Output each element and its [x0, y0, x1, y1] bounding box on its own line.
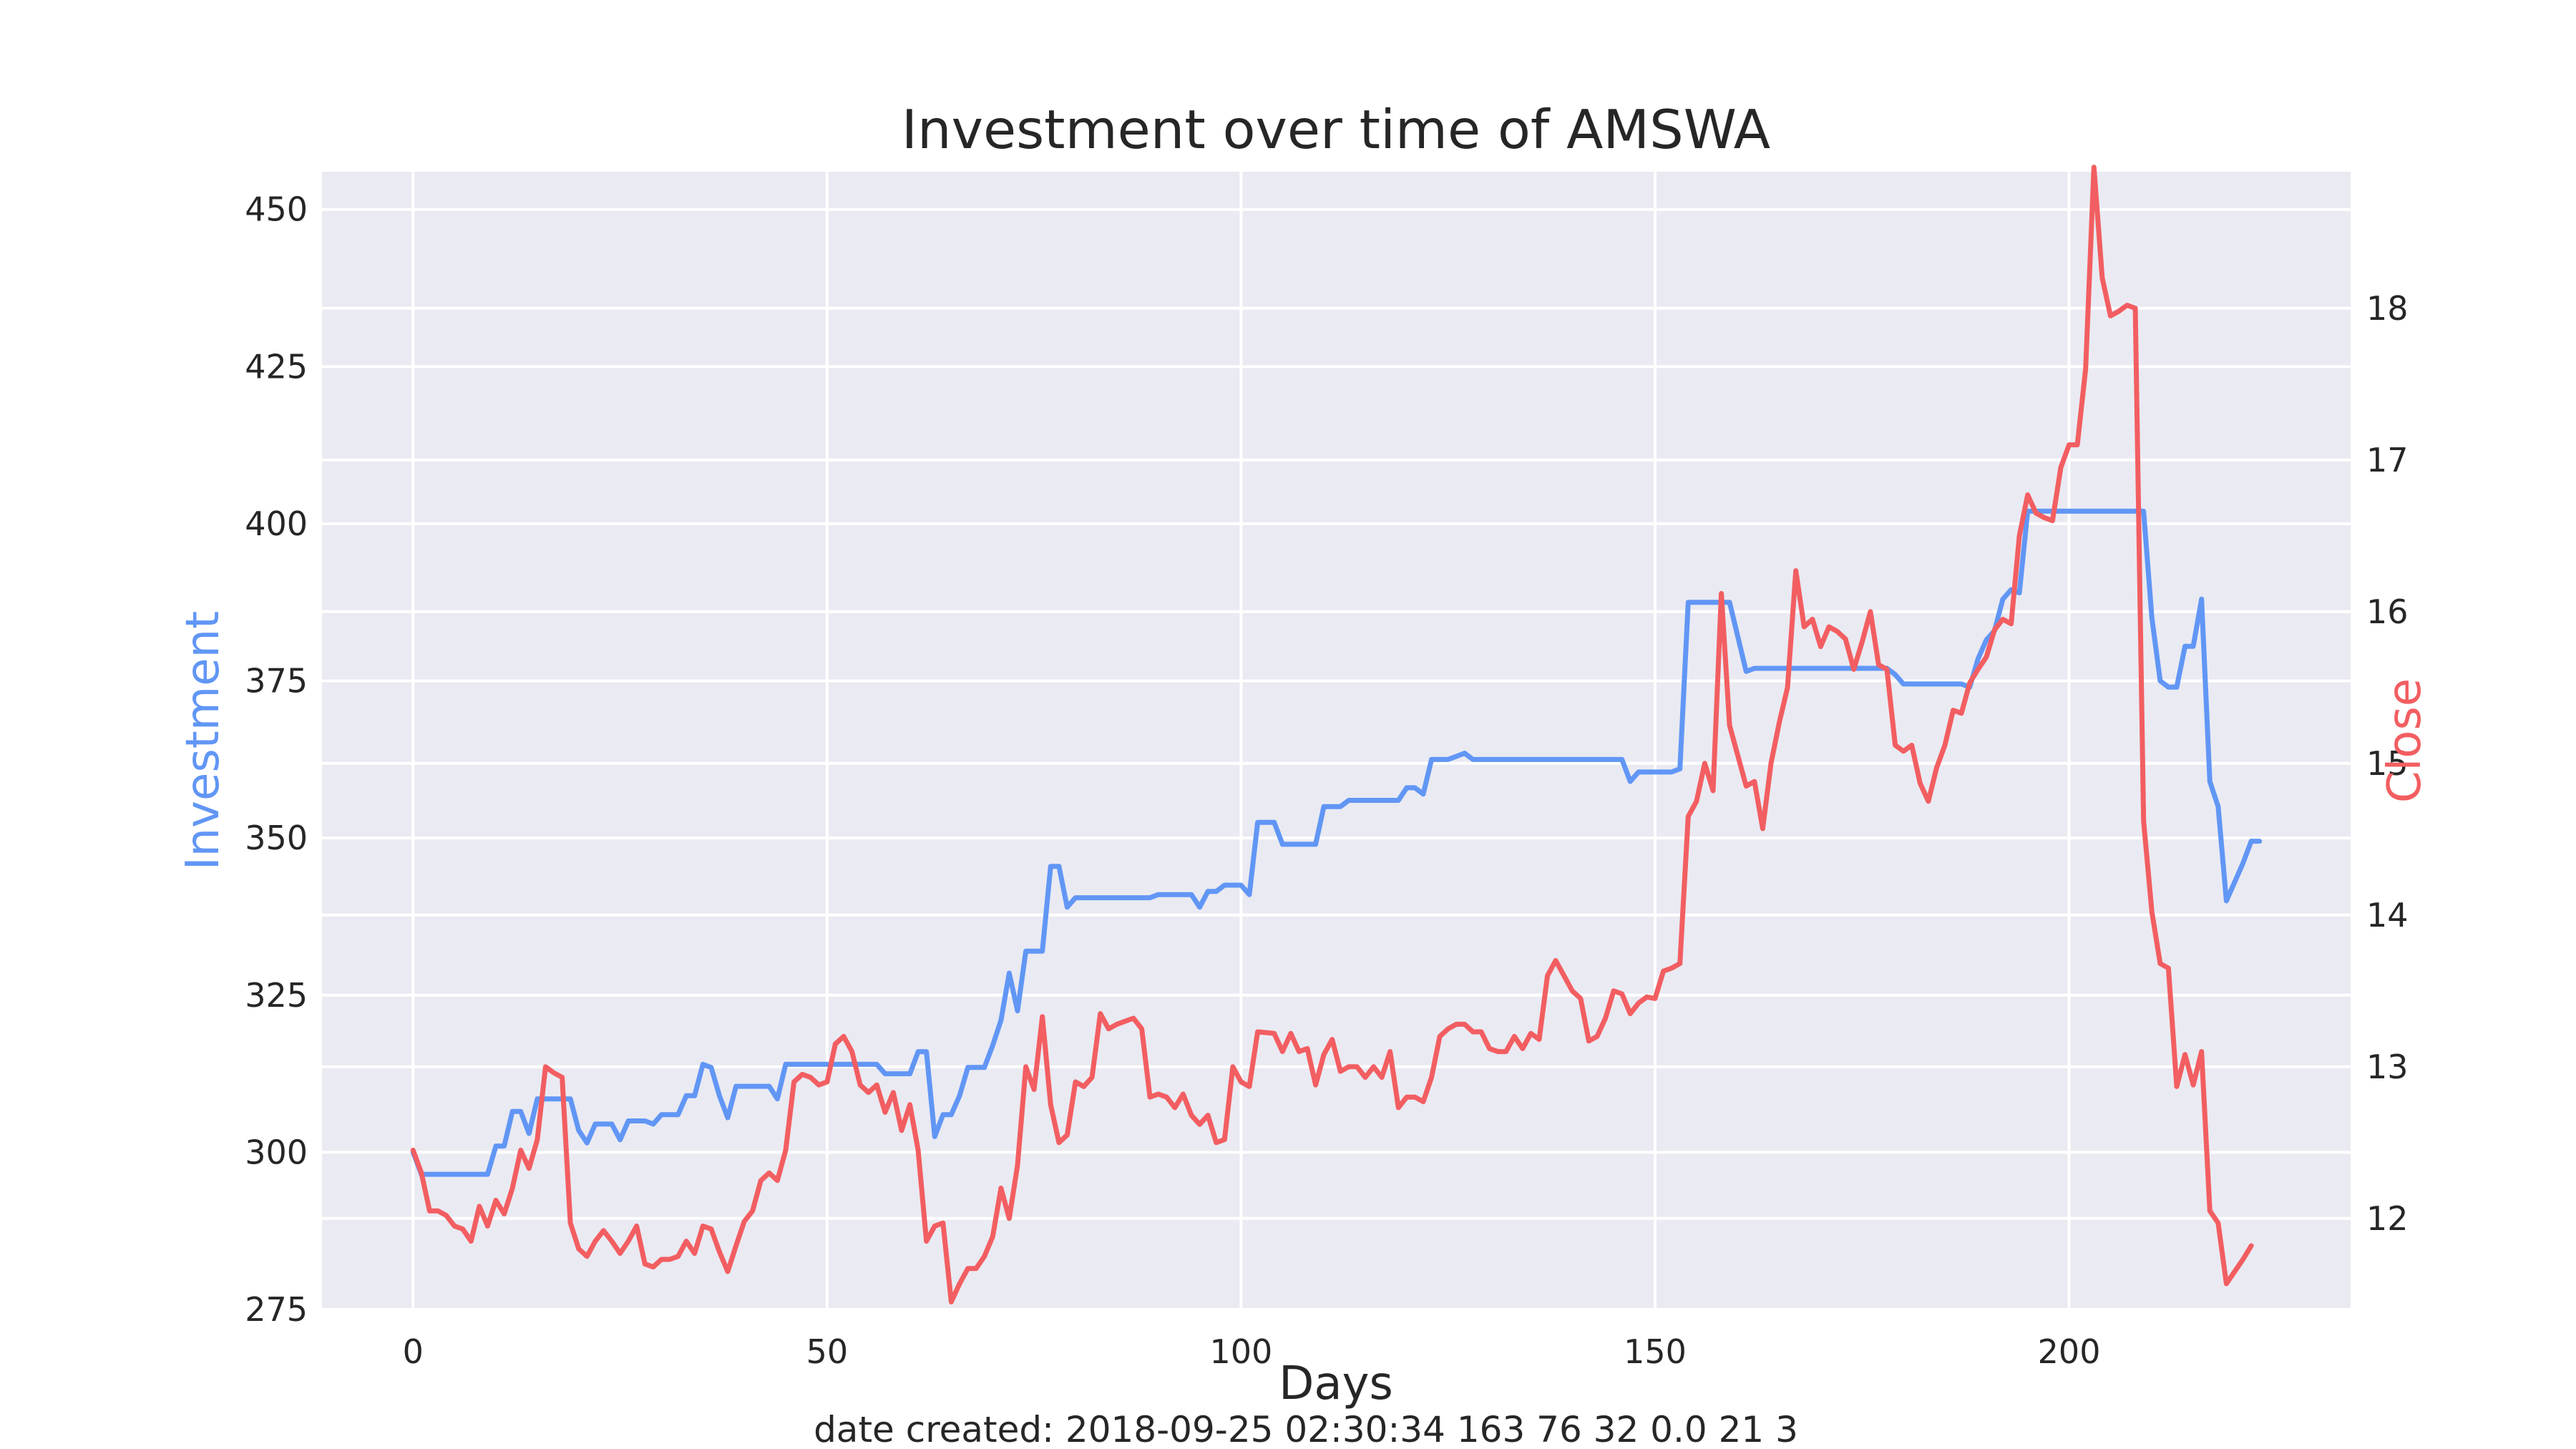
y-right-tick-label: 12: [2366, 1199, 2409, 1238]
y-right-tick-label: 15: [2366, 744, 2409, 783]
y-left-tick-label: 450: [245, 190, 308, 229]
y-left-tick-label: 375: [245, 662, 308, 701]
y-right-tick-label: 17: [2366, 441, 2409, 479]
chart-title: Investment over time of AMSWA: [902, 98, 1770, 161]
y-right-tick-label: 18: [2366, 289, 2409, 328]
y-right-tick-label: 16: [2366, 592, 2409, 631]
y-left-tick-label: 425: [245, 347, 308, 386]
x-axis-ticks: 0 50 100 150 200: [403, 1332, 2101, 1371]
x-tick-label: 150: [1624, 1332, 1687, 1371]
series-line-investment: [410, 508, 2263, 1177]
y-left-tick-label: 300: [245, 1133, 308, 1171]
y-left-tick-label: 350: [245, 819, 308, 857]
x-tick-label: 100: [1210, 1332, 1273, 1371]
y-axis-right-ticks: 12 13 14 15 16 17 18: [2366, 289, 2409, 1238]
x-tick-label: 200: [2038, 1332, 2101, 1371]
grid: [322, 172, 2351, 1311]
y-right-tick-label: 13: [2366, 1048, 2409, 1086]
y-left-tick-label: 275: [245, 1290, 308, 1329]
y-left-tick-label: 400: [245, 504, 308, 543]
y-left-tick-label: 325: [245, 976, 308, 1015]
series-layer: [410, 165, 2263, 1304]
y-axis-left-label: Investment: [177, 611, 230, 871]
y-axis-left-ticks: 275 300 325 350 375 400 425 450: [245, 190, 308, 1329]
x-tick-label: 50: [806, 1332, 849, 1371]
series-line-close: [410, 165, 2254, 1304]
footer-date-created: date created: 2018-09-25 02:30:34 163 76…: [814, 1409, 1798, 1449]
plot-background: [322, 172, 2351, 1309]
x-axis-label: Days: [1279, 1357, 1393, 1410]
y-axis-right-label: Close: [2379, 678, 2431, 803]
y-right-tick-label: 14: [2366, 896, 2409, 935]
x-tick-label: 0: [403, 1332, 424, 1371]
